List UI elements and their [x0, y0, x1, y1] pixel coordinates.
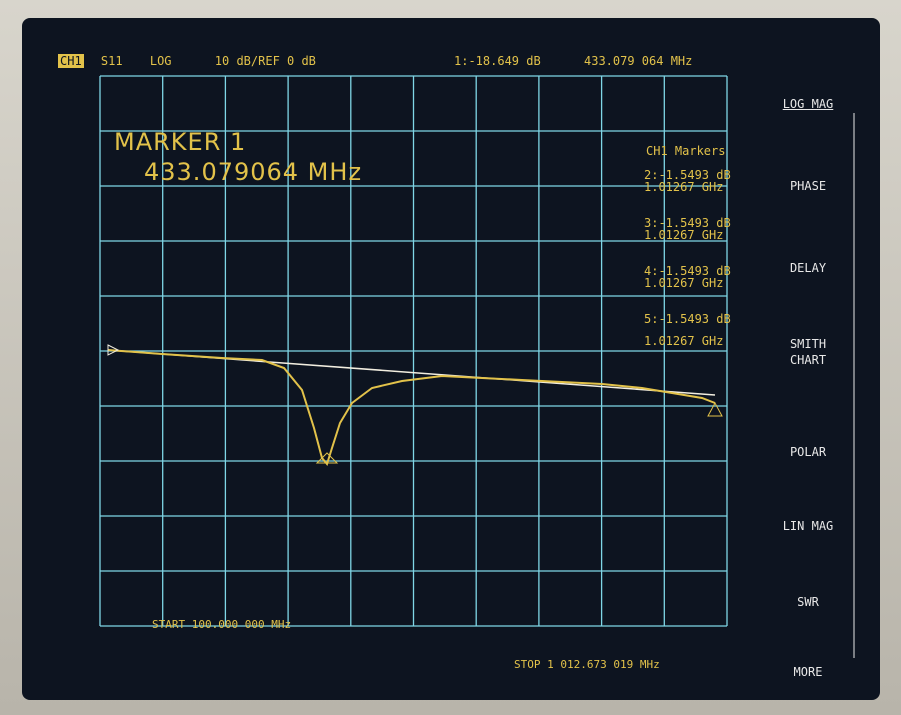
marker-entry-value: 5:-1.5493 dB: [644, 312, 731, 326]
stop-frequency: STOP 1 012.673 019 MHz: [514, 658, 660, 671]
trace: [107, 349, 716, 467]
scale: 10 dB/REF 0 dB: [214, 54, 316, 68]
marker-entry-value: 4:-1.5493 dB: [644, 264, 731, 278]
marker-entry-value: 2:-1.5493 dB: [644, 168, 731, 182]
softkey[interactable]: DELAY: [789, 261, 827, 275]
marker-entry-frequency: 1.01267 GHz: [644, 228, 724, 242]
softkey[interactable]: LIN MAG: [782, 519, 834, 533]
marker-5: [707, 401, 723, 417]
start-frequency: START 100.000 000 MHz: [152, 618, 292, 631]
active-marker-title: MARKER 1: [114, 128, 247, 156]
ref-marker: [107, 344, 120, 356]
channel: CH1: [58, 54, 84, 68]
analyzer-screen: CH1 S11 LOG 10 dB/REF 0 dB 1:-18.649 dB …: [22, 18, 880, 700]
marker-frequency: 433.079 064 MHz: [584, 54, 693, 68]
softkey[interactable]: LOG MAG: [782, 97, 834, 111]
softkey[interactable]: MORE: [793, 665, 823, 679]
format: LOG: [149, 54, 172, 68]
softkey[interactable]: SMITH CHART: [789, 337, 827, 367]
softkey[interactable]: POLAR: [789, 445, 827, 459]
marker-entry-value: 3:-1.5493 dB: [644, 216, 731, 230]
marker-entry-frequency: 1.01267 GHz: [644, 334, 724, 348]
display: [99, 75, 855, 658]
marker-entry-frequency: 1.01267 GHz: [644, 276, 724, 290]
softkey[interactable]: SWR: [797, 595, 819, 609]
markers-title: CH1 Markers: [646, 144, 726, 158]
graticule: [99, 75, 728, 627]
active-marker-frequency: 433.079064 MHz: [144, 158, 363, 186]
softkey[interactable]: PHASE: [789, 179, 827, 193]
marker-entry-frequency: 1.01267 GHz: [644, 180, 724, 194]
parameter: S11: [100, 54, 123, 68]
marker-1: [315, 452, 339, 464]
marker-readout: 1:-18.649 dB: [454, 54, 541, 68]
header: CH1 S11 LOG 10 dB/REF 0 dB: [58, 54, 316, 68]
